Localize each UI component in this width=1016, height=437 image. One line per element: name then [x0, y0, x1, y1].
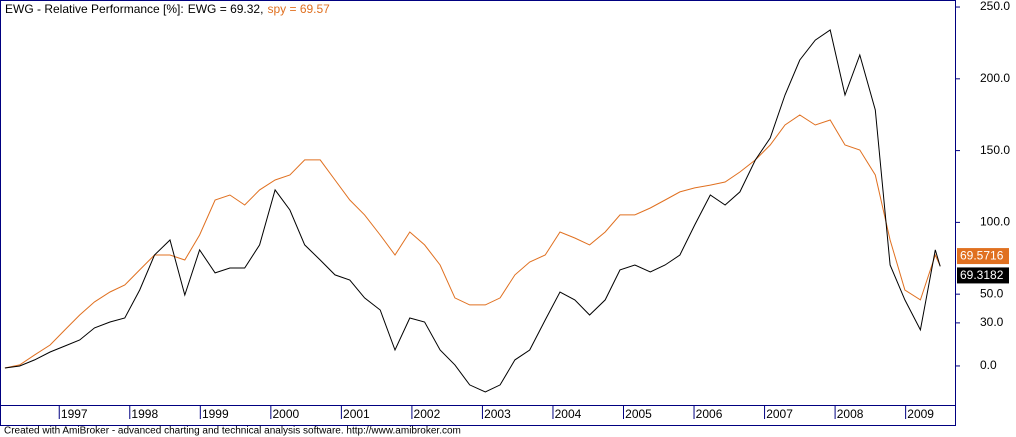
legend-value: 69.32 — [230, 2, 260, 16]
x-tick-label: 2003 — [484, 407, 511, 421]
y-tick-label: 200.0 — [980, 71, 1010, 85]
legend-separator: = — [286, 2, 300, 16]
x-tick-label: 1997 — [61, 407, 88, 421]
series-line — [4, 114, 941, 369]
x-tick-label: 2008 — [837, 407, 864, 421]
x-tick-label: 2004 — [555, 407, 582, 421]
chart-title: EWG - Relative Performance [%]: EWG = 69.… — [5, 2, 330, 16]
y-tick-label: 250.0 — [980, 0, 1010, 13]
x-tick-label: 2001 — [343, 407, 370, 421]
legend-name: spy — [267, 2, 286, 16]
end-value-label: 69.5716 — [960, 249, 1004, 263]
x-tick-label: 2000 — [272, 407, 299, 421]
y-tick-label: 30.0 — [980, 315, 1004, 329]
end-value-tag — [957, 267, 1009, 284]
plot-frame — [0, 0, 956, 406]
legend-name: EWG — [188, 2, 217, 16]
legend-value: 69.57 — [300, 2, 330, 16]
x-tick-label: 2007 — [766, 407, 793, 421]
title-text: EWG - Relative Performance [%]: — [5, 2, 184, 16]
x-tick-label: 1999 — [202, 407, 229, 421]
x-tick-label: 1998 — [131, 407, 158, 421]
x-tick-label: 2005 — [625, 407, 652, 421]
y-tick-label: 150.0 — [980, 143, 1010, 157]
footer: Created with AmiBroker - advanced charti… — [4, 426, 461, 437]
x-tick-label: 2002 — [414, 407, 441, 421]
end-value-label: 69.3182 — [960, 268, 1004, 282]
end-value-tag — [957, 248, 1009, 265]
x-tick-label: 2009 — [907, 407, 934, 421]
y-tick-label: 100.0 — [980, 215, 1010, 229]
y-tick-label: 50.0 — [980, 286, 1004, 300]
series-line — [4, 29, 941, 393]
x-tick-label: 2006 — [696, 407, 723, 421]
y-tick-label: 0.0 — [980, 358, 997, 372]
legend-comma: , — [260, 2, 263, 16]
legend-separator: = — [216, 2, 230, 16]
